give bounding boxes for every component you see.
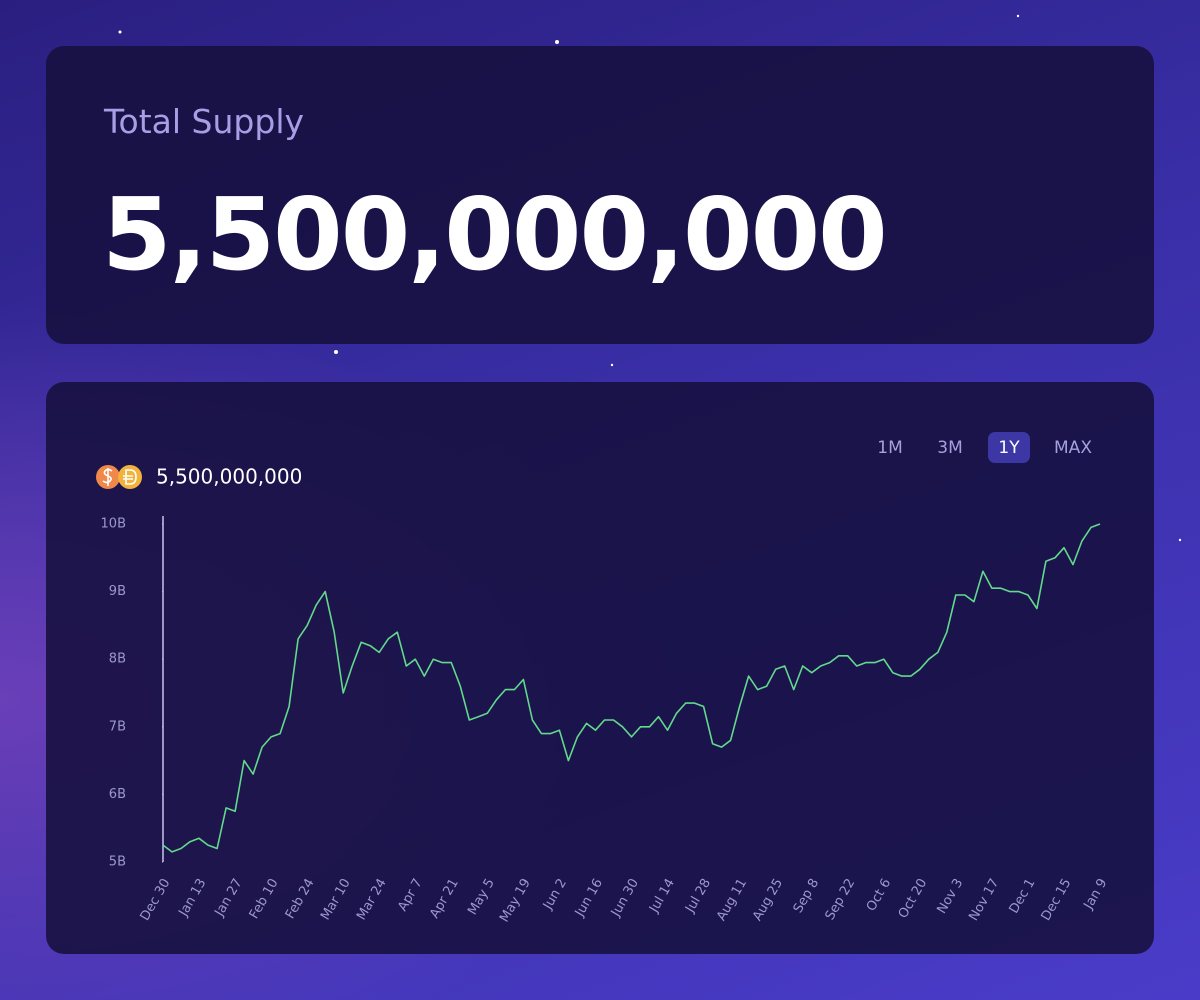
card-title: Total Supply <box>104 102 305 141</box>
x-tick-label: Oct 6 <box>864 876 894 914</box>
x-tick-label: May 19 <box>497 876 534 925</box>
x-tick-label: Sep 22 <box>823 876 859 923</box>
x-tick-label: Mar 10 <box>318 876 354 923</box>
legend-value: 5,500,000,000 <box>156 465 302 489</box>
x-tick-label: Dec 1 <box>1007 876 1039 916</box>
x-tick-label: Jul 14 <box>646 876 678 916</box>
timeframe-button[interactable]: 1M <box>877 438 902 458</box>
x-tick-label: Nov 3 <box>934 876 966 916</box>
coin-icons <box>96 465 142 489</box>
x-tick-label: Jan 13 <box>176 876 210 920</box>
y-tick-label: 9B <box>109 584 126 599</box>
x-tick-label: Jun 30 <box>608 876 642 920</box>
timeframe-button[interactable]: 3M <box>937 438 962 458</box>
star <box>555 40 559 44</box>
supply-card: Total Supply 5,500,000,000 <box>46 46 1154 344</box>
star <box>118 30 122 34</box>
timeframe-button[interactable]: 1Y <box>998 438 1020 458</box>
y-tick-label: 5B <box>109 855 126 870</box>
coin-symbol <box>123 469 137 485</box>
x-tick-label: Sep 8 <box>791 876 822 915</box>
coin-symbol <box>102 468 113 486</box>
chart-card <box>46 382 1154 954</box>
coin-icon <box>118 465 142 489</box>
x-tick-label: Dec 30 <box>138 876 174 923</box>
star <box>610 363 614 367</box>
supply-value: 5,500,000,000 <box>102 176 888 293</box>
x-tick-label: Apr 21 <box>427 876 462 921</box>
x-tick-label: May 5 <box>465 876 498 918</box>
timeframe-active-bg <box>988 432 1030 463</box>
x-tick-label: Jul 28 <box>682 876 714 916</box>
series-line <box>162 523 1101 853</box>
x-tick-label: Jan 9 <box>1081 876 1111 912</box>
x-tick-label: Oct 20 <box>896 876 931 921</box>
x-tick-label: Dec 15 <box>1039 876 1075 923</box>
timeframe-button[interactable]: MAX <box>1054 438 1092 458</box>
x-tick-label: Nov 17 <box>966 876 1002 923</box>
star <box>1178 538 1182 542</box>
x-tick-label: Aug 11 <box>714 876 750 923</box>
y-tick-label: 8B <box>109 652 126 667</box>
y-tick-label: 6B <box>109 787 126 802</box>
x-tick-label: Jun 2 <box>540 876 570 913</box>
x-tick-label: Feb 24 <box>283 876 318 921</box>
y-tick-label: 10B <box>101 517 126 532</box>
x-tick-label: Apr 7 <box>395 876 425 914</box>
x-tick-label: Aug 25 <box>750 876 786 923</box>
x-tick-label: Feb 10 <box>247 876 282 921</box>
x-tick-label: Jun 16 <box>572 876 606 920</box>
x-tick-label: Mar 24 <box>354 876 390 923</box>
star <box>1016 14 1020 18</box>
star <box>334 350 338 354</box>
x-tick-label: Jan 27 <box>212 876 246 920</box>
y-tick-label: 7B <box>109 719 126 734</box>
